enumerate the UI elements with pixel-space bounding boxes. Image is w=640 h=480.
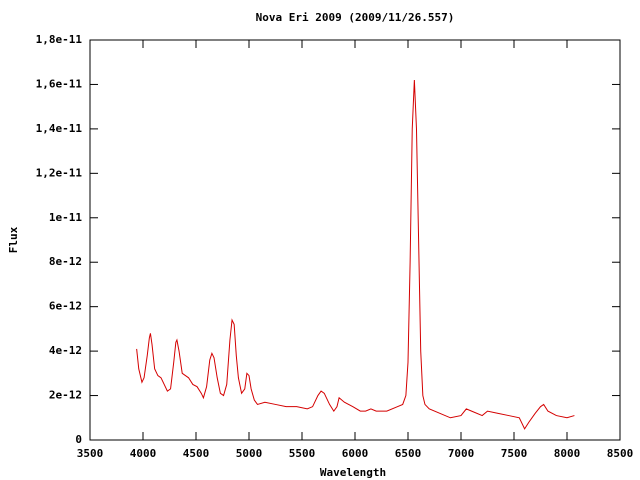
chart-title: Nova Eri 2009 (2009/11/26.557) [256,11,455,24]
x-tick-label: 6500 [395,447,422,460]
x-tick-label: 3500 [77,447,104,460]
x-tick-label: 8500 [607,447,634,460]
x-tick-label: 4500 [183,447,210,460]
y-axis-label: Flux [7,226,20,253]
y-tick-label: 1e-11 [49,211,82,224]
x-tick-label: 4000 [130,447,157,460]
x-tick-label: 7500 [501,447,528,460]
x-tick-label: 7000 [448,447,475,460]
x-axis-label: Wavelength [320,466,386,479]
y-tick-label: 1,4e-11 [36,122,83,135]
y-tick-label: 6e-12 [49,300,82,313]
y-tick-label: 4e-12 [49,344,82,357]
x-tick-label: 8000 [554,447,581,460]
x-tick-label: 5500 [289,447,316,460]
x-tick-label: 5000 [236,447,263,460]
y-tick-label: 8e-12 [49,255,82,268]
spectrum-line [136,79,575,430]
y-tick-label: 1,8e-11 [36,33,83,46]
y-tick-label: 1,6e-11 [36,77,83,90]
y-tick-label: 1,2e-11 [36,166,83,179]
y-tick-label: 2e-12 [49,389,82,402]
x-tick-label: 6000 [342,447,369,460]
y-tick-label: 0 [75,433,82,446]
